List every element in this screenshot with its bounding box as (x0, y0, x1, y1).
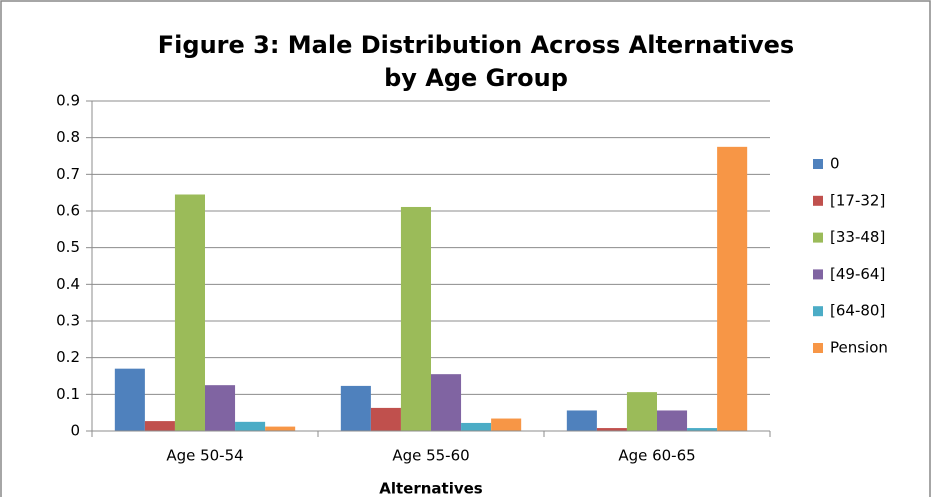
legend-swatch (813, 232, 823, 243)
x-tick-label: Age 55-60 (392, 447, 469, 465)
bar (400, 206, 431, 431)
bar (491, 418, 522, 431)
legend-label: [49-64] (830, 265, 885, 283)
bar (717, 146, 748, 432)
bar (657, 410, 688, 431)
y-tick-label: 0.7 (56, 165, 80, 183)
y-tick-label: 0.9 (56, 92, 80, 110)
bar (235, 421, 266, 431)
x-tick-label: Age 50-54 (166, 447, 243, 465)
y-tick-label: 0.1 (56, 385, 80, 403)
x-tick-label: Age 60-65 (618, 447, 695, 465)
bar (265, 426, 296, 431)
legend-label: [33-48] (830, 228, 885, 246)
bar (461, 422, 492, 431)
y-tick-label: 0.3 (56, 312, 80, 330)
bar (144, 421, 175, 431)
legend-label: Pension (830, 339, 888, 357)
bar (596, 428, 627, 431)
y-tick-label: 0.8 (56, 128, 80, 146)
bar (114, 368, 145, 431)
bar (174, 194, 205, 431)
legend-label: [64-80] (830, 302, 885, 320)
bar (626, 392, 657, 431)
legend-label: [17-32] (830, 191, 885, 209)
legend-swatch (813, 195, 823, 206)
bar (370, 407, 401, 431)
legend-swatch (813, 269, 823, 280)
bar (340, 385, 371, 431)
bar (687, 428, 718, 431)
y-tick-label: 0 (70, 422, 80, 440)
y-tick-label: 0.6 (56, 202, 80, 220)
legend-label: 0 (830, 155, 840, 173)
y-tick-label: 0.4 (56, 275, 80, 293)
bar (431, 374, 462, 431)
y-tick-label: 0.2 (56, 348, 80, 366)
legend-swatch (813, 343, 823, 353)
legend-swatch (813, 159, 823, 169)
legend-swatch (813, 306, 823, 317)
x-axis-label: Alternatives (379, 480, 483, 497)
chart-title: Figure 3: Male Distribution Across Alter… (158, 31, 794, 59)
y-tick-label: 0.5 (56, 238, 80, 256)
bar (566, 410, 597, 431)
bar (205, 385, 236, 431)
chart-title: by Age Group (384, 64, 568, 92)
